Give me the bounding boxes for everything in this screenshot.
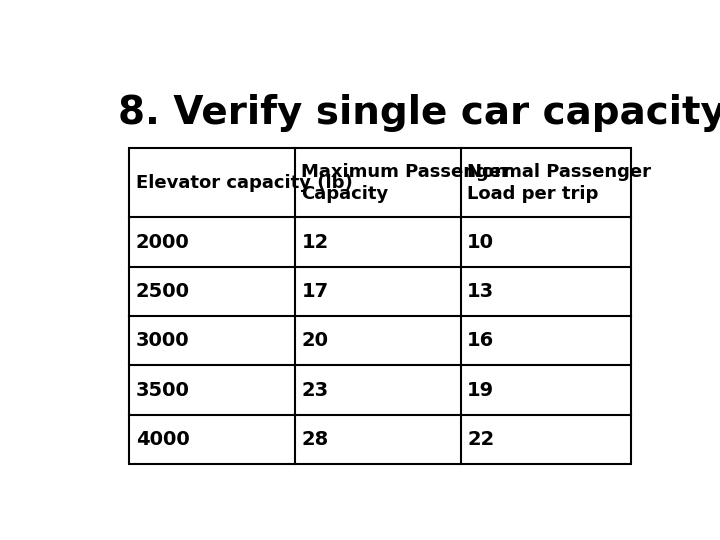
Text: 10: 10 (467, 233, 494, 252)
Text: 3000: 3000 (136, 331, 189, 350)
Text: Maximum Passenger
Capacity: Maximum Passenger Capacity (302, 163, 510, 203)
Text: 13: 13 (467, 282, 495, 301)
Text: Normal Passenger
Load per trip: Normal Passenger Load per trip (467, 163, 651, 203)
Text: 3500: 3500 (136, 381, 189, 400)
Text: 2000: 2000 (136, 233, 189, 252)
Text: 2500: 2500 (136, 282, 190, 301)
Text: 23: 23 (302, 381, 328, 400)
Text: 19: 19 (467, 381, 495, 400)
Text: 4000: 4000 (136, 430, 189, 449)
Text: 28: 28 (302, 430, 329, 449)
Text: 17: 17 (302, 282, 328, 301)
Text: 22: 22 (467, 430, 495, 449)
Text: 20: 20 (302, 331, 328, 350)
Text: 12: 12 (302, 233, 329, 252)
Text: 8. Verify single car capacity (P): 8. Verify single car capacity (P) (118, 94, 720, 132)
Text: Elevator capacity (lb): Elevator capacity (lb) (136, 174, 353, 192)
Text: 16: 16 (467, 331, 495, 350)
